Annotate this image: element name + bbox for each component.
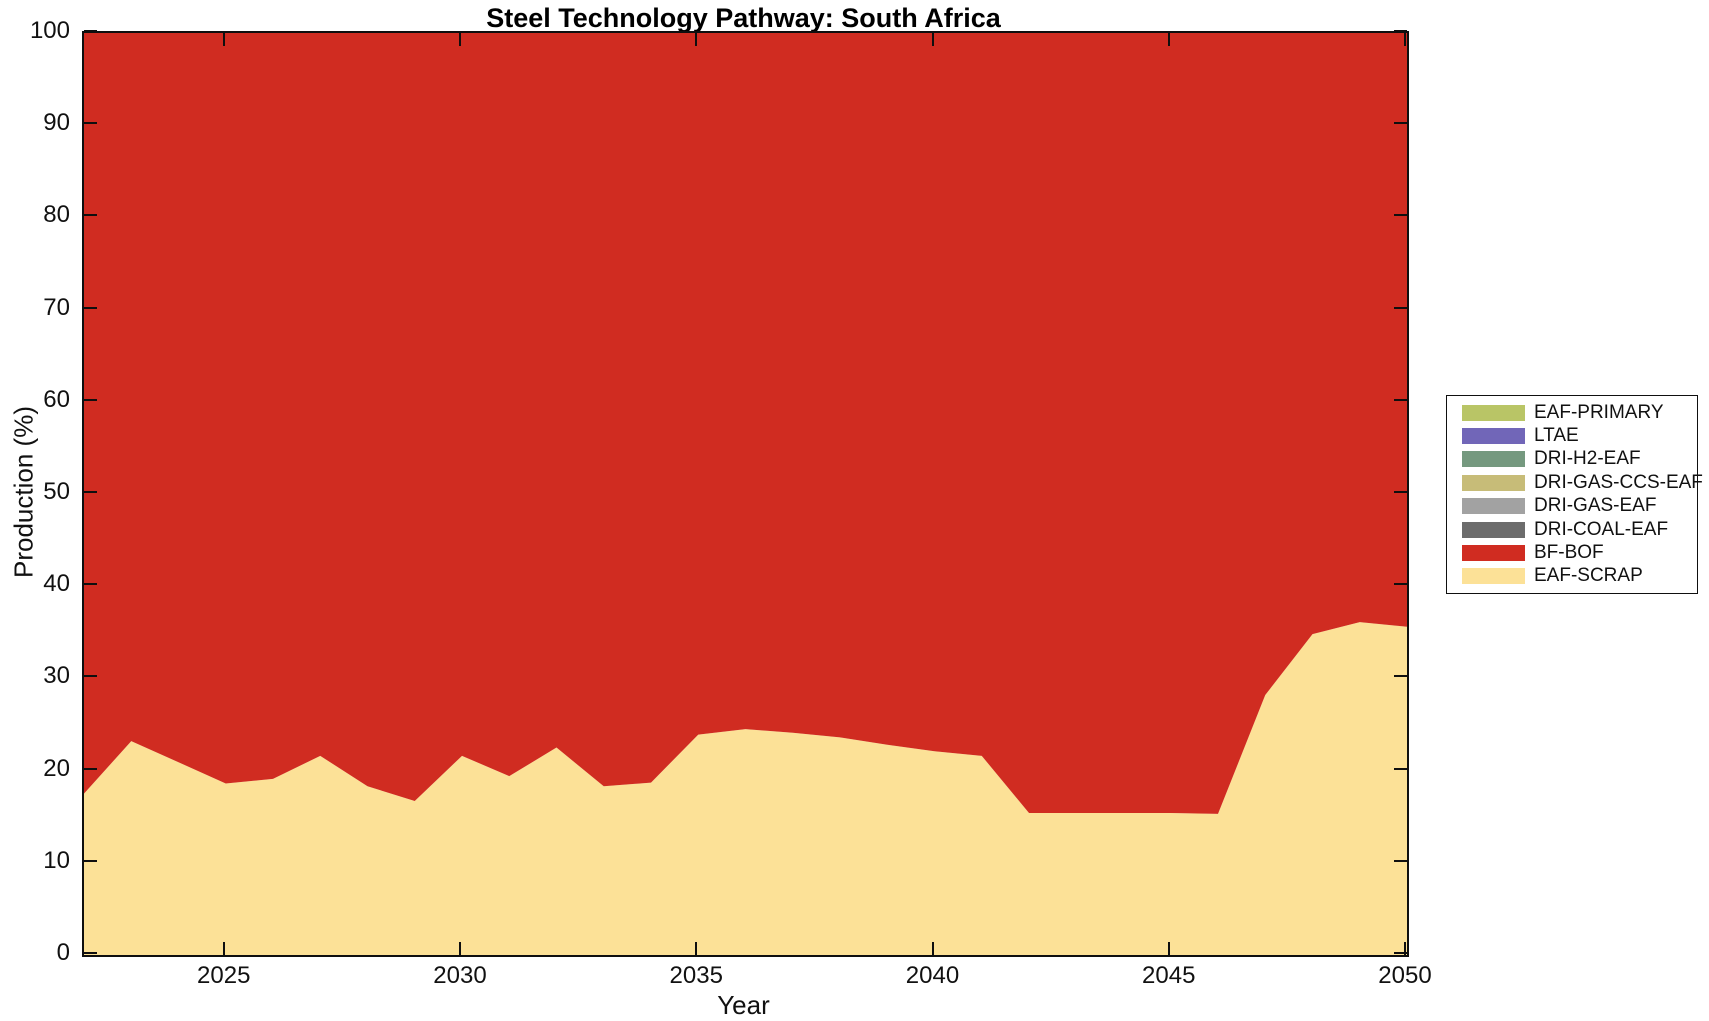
legend-item-EAF-SCRAP: EAF-SCRAP xyxy=(1447,565,1697,588)
x-tick-label-2050: 2050 xyxy=(1378,962,1432,989)
legend-item-DRI-GAS-CCS-EAF: DRI-GAS-CCS-EAF xyxy=(1447,471,1703,494)
y-tick-100 xyxy=(84,30,97,32)
y-tick-50 xyxy=(84,491,97,493)
y-tick-80 xyxy=(84,214,97,217)
x-tick-top-2040 xyxy=(931,33,934,46)
y-tick-right-20 xyxy=(1394,767,1407,770)
y-tick-10 xyxy=(84,859,97,862)
legend-label-DRI-GAS-CCS-EAF: DRI-GAS-CCS-EAF xyxy=(1534,471,1703,493)
area-series-BF-BOF xyxy=(84,33,1407,814)
y-tick-right-30 xyxy=(1394,675,1407,678)
x-tick-2035 xyxy=(695,942,698,955)
x-tick-label-2040: 2040 xyxy=(905,962,960,989)
y-axis-label: Production (%) xyxy=(8,406,39,578)
x-axis-label: Year xyxy=(717,990,770,1020)
legend-item-DRI-H2-EAF: DRI-H2-EAF xyxy=(1447,448,1697,471)
x-tick-2025 xyxy=(222,942,225,955)
legend-label-DRI-H2-EAF: DRI-H2-EAF xyxy=(1534,448,1641,470)
legend-swatch-DRI-H2-EAF xyxy=(1462,451,1525,468)
y-tick-label-0: 0 xyxy=(56,939,70,966)
y-tick-right-80 xyxy=(1394,214,1407,217)
y-tick-label-40: 40 xyxy=(43,570,70,598)
legend: EAF-PRIMARY LTAE DRI-H2-EAF DRI-GAS-CCS-EAF… xyxy=(1446,395,1703,595)
legend-label-LTAE: LTAE xyxy=(1534,425,1579,447)
x-tick-2050 xyxy=(1404,942,1406,955)
y-tick-label-100: 100 xyxy=(29,17,70,44)
legend-swatch-LTAE xyxy=(1462,428,1525,445)
y-tick-label-10: 10 xyxy=(43,846,70,874)
x-tick-2030 xyxy=(459,942,461,955)
y-tick-70 xyxy=(84,306,97,309)
legend-item-LTAE: LTAE xyxy=(1447,424,1697,447)
y-tick-0 xyxy=(84,952,97,954)
y-tick-label-80: 80 xyxy=(43,201,70,229)
y-tick-label-60: 60 xyxy=(43,385,70,413)
legend-swatch-BF-BOF xyxy=(1462,545,1525,562)
y-tick-right-10 xyxy=(1394,859,1407,862)
area-series-EAF-SCRAP xyxy=(84,622,1407,955)
x-tick-top-2050 xyxy=(1404,33,1406,46)
legend-swatch-EAF-PRIMARY xyxy=(1462,404,1525,421)
x-tick-top-2035 xyxy=(695,33,698,46)
y-tick-60 xyxy=(84,398,97,401)
y-tick-right-100 xyxy=(1394,30,1407,32)
y-tick-right-50 xyxy=(1394,491,1407,493)
y-tick-20 xyxy=(84,767,97,770)
x-tick-top-2025 xyxy=(222,33,225,46)
legend-swatch-EAF-SCRAP xyxy=(1462,568,1525,585)
y-tick-label-50: 50 xyxy=(43,478,70,505)
legend-label-EAF-PRIMARY: EAF-PRIMARY xyxy=(1534,401,1664,423)
x-tick-2040 xyxy=(931,942,934,955)
legend-label-BF-BOF: BF-BOF xyxy=(1534,542,1604,564)
legend-item-EAF-PRIMARY: EAF-PRIMARY xyxy=(1447,401,1697,424)
x-tick-top-2030 xyxy=(459,33,461,46)
legend-swatch-DRI-GAS-CCS-EAF xyxy=(1462,474,1525,491)
y-tick-90 xyxy=(84,122,97,125)
y-tick-label-90: 90 xyxy=(43,109,70,137)
stacked-area-chart xyxy=(84,33,1407,955)
legend-item-BF-BOF: BF-BOF xyxy=(1447,541,1697,564)
y-tick-30 xyxy=(84,675,97,678)
y-tick-label-20: 20 xyxy=(43,754,70,782)
legend-item-DRI-GAS-EAF: DRI-GAS-EAF xyxy=(1447,495,1697,518)
legend-swatch-DRI-COAL-EAF xyxy=(1462,521,1525,538)
legend-label-DRI-GAS-EAF: DRI-GAS-EAF xyxy=(1534,495,1657,517)
y-tick-right-70 xyxy=(1394,306,1407,309)
x-tick-label-2045: 2045 xyxy=(1142,962,1196,989)
x-tick-label-2035: 2035 xyxy=(669,962,723,989)
legend-label-EAF-SCRAP: EAF-SCRAP xyxy=(1534,565,1643,587)
y-tick-right-40 xyxy=(1394,583,1407,586)
x-tick-top-2045 xyxy=(1167,33,1170,46)
chart-title: Steel Technology Pathway: South Africa xyxy=(486,3,1001,33)
x-tick-label-2025: 2025 xyxy=(197,962,251,989)
y-tick-right-0 xyxy=(1394,952,1407,954)
x-tick-label-2030: 2030 xyxy=(433,962,487,989)
legend-label-DRI-COAL-EAF: DRI-COAL-EAF xyxy=(1534,518,1669,540)
y-tick-label-30: 30 xyxy=(43,662,70,690)
x-tick-2045 xyxy=(1167,942,1170,955)
y-tick-label-70: 70 xyxy=(43,293,70,321)
y-tick-40 xyxy=(84,583,97,586)
y-tick-right-60 xyxy=(1394,398,1407,401)
legend-item-DRI-COAL-EAF: DRI-COAL-EAF xyxy=(1447,518,1697,541)
y-tick-right-90 xyxy=(1394,122,1407,125)
plot-area xyxy=(82,31,1409,957)
legend-swatch-DRI-GAS-EAF xyxy=(1462,498,1525,515)
